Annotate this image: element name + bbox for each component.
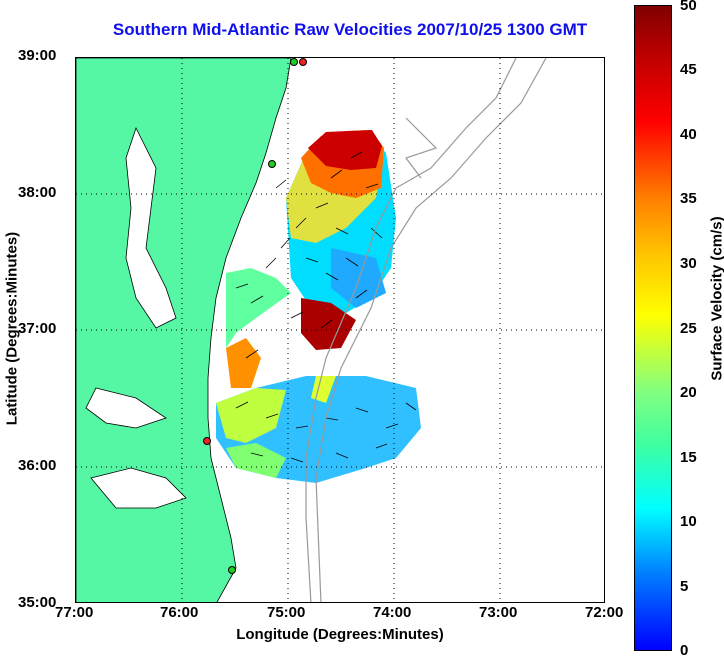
- colorbar-tick: 50: [680, 0, 697, 14]
- x-tick: 76:00: [160, 604, 199, 621]
- colorbar-tick: 40: [680, 126, 697, 143]
- velocity-field-north: [226, 130, 396, 388]
- y-tick: 38:00: [18, 184, 57, 201]
- colorbar-tick: 10: [680, 513, 697, 530]
- colorbar-tick: 15: [680, 449, 697, 466]
- x-tick: 73:00: [479, 604, 518, 621]
- colorbar-tick: 45: [680, 61, 697, 78]
- map-title: Southern Mid-Atlantic Raw Velocities 200…: [112, 20, 588, 39]
- y-tick: 39:00: [18, 47, 57, 64]
- x-tick: 72:00: [585, 604, 624, 621]
- y-tick: 36:00: [18, 457, 57, 474]
- colorbar-tick: 0: [680, 642, 689, 659]
- bathymetry-contours: [305, 58, 547, 602]
- colorbar-tick: 5: [680, 578, 689, 595]
- colorbar-tick: 25: [680, 320, 697, 337]
- colorbar-tick: 20: [680, 384, 697, 401]
- graticule: [76, 58, 604, 602]
- velocity-vectors: [235, 151, 417, 463]
- land: [76, 58, 292, 602]
- colorbar-tick: 35: [680, 190, 697, 207]
- station-marker-green: [228, 566, 236, 574]
- y-tick: 35:00: [18, 594, 57, 611]
- station-marker-green: [290, 58, 298, 66]
- y-axis-label: Latitude (Degrees:Minutes): [3, 231, 21, 426]
- y-tick: 37:00: [18, 320, 57, 337]
- map-svg: [76, 58, 604, 602]
- station-marker-red: [203, 437, 211, 445]
- colorbar-tick: 30: [680, 255, 697, 272]
- map-plot-area[interactable]: [75, 57, 605, 603]
- x-tick: 75:00: [267, 604, 306, 621]
- velocity-field-south: [216, 376, 421, 483]
- colorbar: [634, 5, 672, 651]
- station-marker-red: [299, 58, 307, 66]
- x-tick: 74:00: [373, 604, 412, 621]
- station-marker-green: [268, 160, 276, 168]
- x-axis-label: Longitude (Degrees:Minutes): [236, 626, 444, 643]
- colorbar-label: Surface Velocity (cm/s): [708, 216, 724, 381]
- radar-stations[interactable]: [203, 58, 307, 574]
- x-tick: 77:00: [55, 604, 94, 621]
